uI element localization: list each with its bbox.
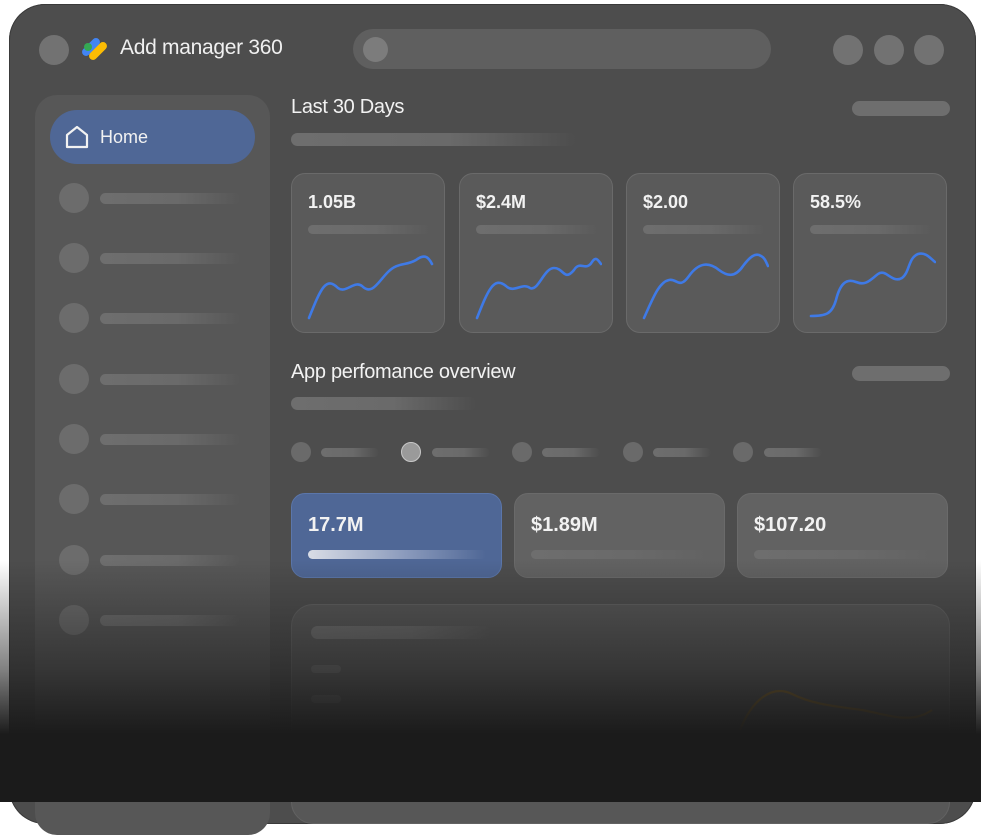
chart-title-placeholder <box>311 626 491 639</box>
stat-card[interactable]: $2.00 <box>626 173 780 333</box>
sidebar-item-icon <box>59 605 89 635</box>
stat-card[interactable]: $2.4M <box>459 173 613 333</box>
app-logo-icon <box>82 38 107 60</box>
metric-card[interactable]: $1.89M <box>514 493 725 578</box>
stat-card[interactable]: 58.5% <box>793 173 947 333</box>
sidebar-item-placeholder <box>100 374 240 385</box>
sidebar-item-icon <box>59 303 89 333</box>
stat-value: 1.05B <box>308 192 357 212</box>
stat-card[interactable]: 1.05B <box>291 173 445 333</box>
window-menu-button[interactable] <box>39 35 69 65</box>
home-icon <box>65 125 89 149</box>
sidebar-item-icon <box>59 183 89 213</box>
sparkline <box>809 252 936 318</box>
sidebar-item-placeholder <box>100 313 240 324</box>
metric-value: $1.89M <box>531 514 598 536</box>
performance-subtitle-placeholder <box>291 397 476 410</box>
sparkline <box>642 253 769 320</box>
stat-value: $2.00 <box>643 192 689 212</box>
window-action-button-1[interactable] <box>833 35 863 65</box>
sidebar-item-placeholder <box>100 434 240 445</box>
sidebar-item-placeholder <box>100 253 240 264</box>
sparkline <box>475 257 602 320</box>
app-title: Add manager 360 <box>120 36 283 59</box>
radio-icon <box>623 442 643 462</box>
window-action-button-3[interactable] <box>914 35 944 65</box>
search-bar[interactable] <box>353 29 771 69</box>
radio-selected-icon <box>401 442 421 462</box>
search-icon <box>363 37 388 62</box>
chart-axis-placeholder <box>311 665 341 673</box>
performance-chart-panel <box>291 604 950 824</box>
stat-label-placeholder <box>810 225 932 234</box>
performance-title: App perfomance overview <box>291 361 516 383</box>
overview-action-placeholder[interactable] <box>852 101 950 116</box>
sidebar-item-placeholder <box>100 615 240 626</box>
sidebar-item-icon <box>59 484 89 514</box>
metric-label-placeholder <box>754 550 932 559</box>
overview-subtitle-placeholder <box>291 133 576 146</box>
filter-label-placeholder <box>321 448 379 457</box>
stat-value: 58.5% <box>810 192 862 212</box>
sidebar-item-icon <box>59 243 89 273</box>
radio-icon <box>733 442 753 462</box>
sidebar-item-icon <box>59 424 89 454</box>
window-action-button-2[interactable] <box>874 35 904 65</box>
stat-label-placeholder <box>476 225 598 234</box>
sidebar-item-icon <box>59 364 89 394</box>
sidebar-item-label: Home <box>100 127 149 147</box>
metric-card-active[interactable]: 17.7M <box>291 493 502 578</box>
chart-line <box>738 689 933 731</box>
filter-label-placeholder <box>432 448 490 457</box>
metric-value: $107.20 <box>754 514 827 536</box>
sidebar-item-placeholder <box>100 494 240 505</box>
filter-label-placeholder <box>542 448 600 457</box>
sidebar-item-placeholder <box>100 555 240 566</box>
sidebar-item-home[interactable]: Home <box>50 110 255 164</box>
sidebar-item-placeholder <box>100 193 240 204</box>
stat-label-placeholder <box>643 225 765 234</box>
radio-icon <box>512 442 532 462</box>
sparkline <box>307 255 434 320</box>
sidebar-item-icon <box>59 545 89 575</box>
metric-value: 17.7M <box>308 514 364 536</box>
chart-axis-placeholder <box>311 695 341 703</box>
metric-card[interactable]: $107.20 <box>737 493 948 578</box>
metric-label-placeholder <box>531 550 709 559</box>
overview-title: Last 30 Days <box>291 96 405 118</box>
radio-icon <box>291 442 311 462</box>
filter-label-placeholder <box>764 448 822 457</box>
stat-value: $2.4M <box>476 192 527 212</box>
stat-label-placeholder <box>308 225 430 234</box>
metric-label-placeholder <box>308 550 486 559</box>
performance-action-placeholder[interactable] <box>852 366 950 381</box>
filter-label-placeholder <box>653 448 711 457</box>
